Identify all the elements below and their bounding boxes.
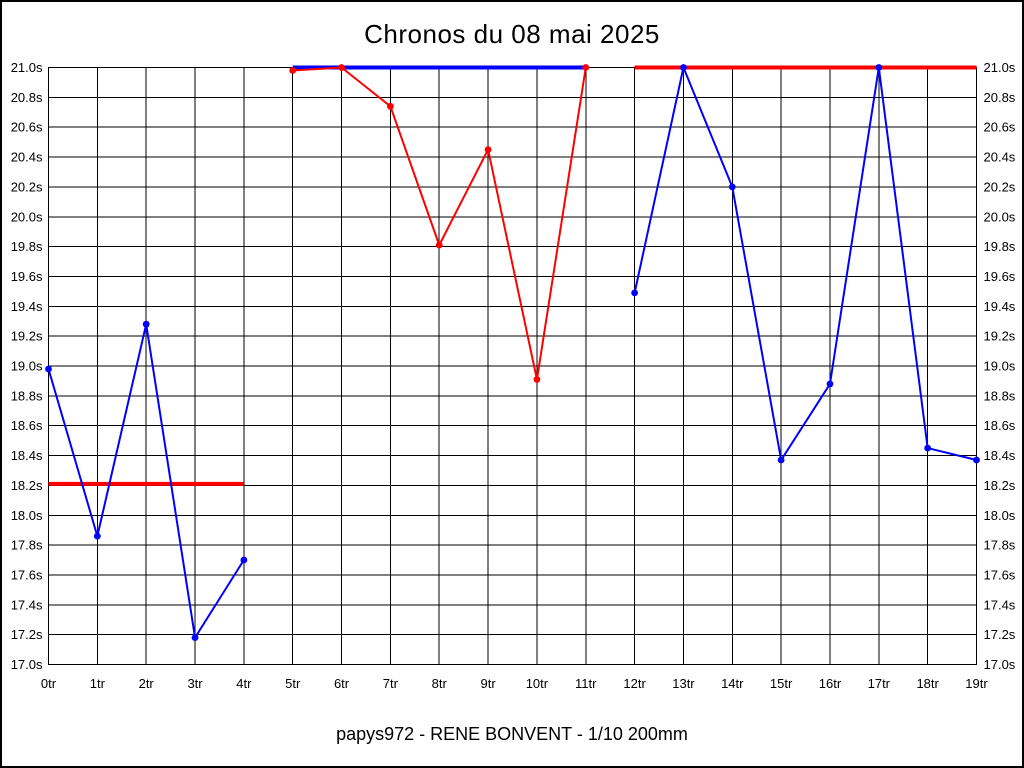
y-tick-label-right: 17.4s (984, 597, 1016, 612)
x-tick-label: 8tr (432, 676, 448, 691)
y-tick-label-right: 18.0s (984, 508, 1016, 523)
y-tick-label-right: 17.0s (984, 657, 1016, 672)
data-point-red-laps-5-11tr (484, 146, 492, 153)
x-tick-label: 10tr (526, 676, 549, 691)
y-tick-label-left: 18.6s (11, 418, 43, 433)
y-tick-label-left: 20.2s (11, 179, 43, 194)
y-tick-label-left: 17.8s (11, 538, 43, 553)
y-tick-label-right: 20.8s (984, 90, 1016, 105)
y-tick-label-right: 19.6s (984, 269, 1016, 284)
y-tick-label-right: 18.6s (984, 418, 1016, 433)
y-tick-label-left: 20.0s (11, 209, 43, 224)
data-point-blue-laps-0-4tr (240, 556, 248, 564)
y-tick-label-right: 19.8s (984, 239, 1016, 254)
y-tick-label-right: 19.0s (984, 359, 1016, 374)
y-tick-label-right: 18.4s (984, 448, 1016, 463)
y-tick-label-left: 19.0s (11, 359, 43, 374)
x-tick-label: 3tr (187, 676, 203, 691)
y-tick-label-left: 19.2s (11, 329, 43, 344)
x-tick-label: 16tr (819, 676, 842, 691)
y-tick-label-left: 20.6s (11, 120, 43, 135)
x-tick-label: 14tr (721, 676, 744, 691)
data-point-blue-laps-0-4tr (191, 634, 199, 642)
x-tick-label: 6tr (334, 676, 350, 691)
chart-title: Chronos du 08 mai 2025 (364, 19, 660, 49)
y-tick-label-left: 18.0s (11, 508, 43, 523)
y-tick-label-right: 17.2s (984, 627, 1016, 642)
data-point-red-laps-5-11tr (338, 64, 345, 71)
data-point-red-laps-5-11tr (289, 67, 297, 74)
y-tick-label-right: 20.0s (984, 209, 1016, 224)
y-tick-label-left: 17.4s (11, 597, 43, 612)
y-tick-label-right: 18.2s (984, 478, 1016, 493)
data-point-blue-laps-12-19tr (924, 444, 932, 452)
y-tick-label-right: 21.0s (984, 60, 1016, 75)
y-tick-label-left: 19.6s (11, 269, 43, 284)
data-point-blue-laps-12-19tr (728, 183, 736, 191)
y-tick-label-right: 18.8s (984, 388, 1016, 403)
y-tick-label-left: 19.4s (11, 299, 43, 314)
data-point-blue-laps-0-4tr (45, 365, 52, 373)
data-point-red-laps-5-11tr (386, 102, 394, 110)
y-tick-label-left: 19.8s (11, 239, 43, 254)
x-tick-label: 5tr (285, 676, 301, 691)
data-point-blue-laps-12-19tr (680, 64, 687, 71)
data-point-blue-laps-12-19tr (631, 289, 639, 297)
x-tick-label: 1tr (90, 676, 106, 691)
x-tick-label: 18tr (916, 676, 939, 691)
x-tick-label: 0tr (41, 676, 57, 691)
data-point-red-laps-5-11tr (582, 64, 590, 71)
x-tick-label: 2tr (139, 676, 155, 691)
x-tick-label: 17tr (868, 676, 891, 691)
x-tick-label: 7tr (383, 676, 399, 691)
y-tick-label-right: 19.2s (984, 329, 1016, 344)
y-tick-label-left: 17.2s (11, 627, 43, 642)
y-tick-label-left: 18.2s (11, 478, 43, 493)
y-tick-label-left: 18.8s (11, 388, 43, 403)
y-tick-label-right: 20.4s (984, 150, 1016, 165)
x-tick-label: 11tr (575, 676, 597, 691)
y-tick-label-right: 20.6s (984, 120, 1016, 135)
data-point-blue-laps-12-19tr (973, 456, 980, 464)
x-tick-label: 9tr (480, 676, 496, 691)
y-tick-label-left: 18.4s (11, 448, 43, 463)
x-tick-label: 4tr (236, 676, 252, 691)
y-tick-label-left: 20.8s (11, 90, 43, 105)
y-tick-label-left: 17.6s (11, 567, 43, 582)
y-tick-label-left: 20.4s (11, 150, 43, 165)
y-tick-label-right: 17.8s (984, 538, 1016, 553)
data-point-red-laps-5-11tr (435, 241, 443, 249)
y-tick-label-right: 17.6s (984, 567, 1016, 582)
data-point-blue-laps-0-4tr (93, 532, 101, 540)
data-point-red-laps-5-11tr (533, 376, 541, 383)
y-tick-label-right: 19.4s (984, 299, 1016, 314)
data-point-blue-laps-12-19tr (875, 64, 883, 71)
x-tick-label: 13tr (672, 676, 695, 691)
y-tick-label-left: 21.0s (11, 60, 43, 75)
x-tick-label: 12tr (623, 676, 646, 691)
data-point-blue-laps-12-19tr (826, 380, 834, 388)
chart-caption: papys972 - RENE BONVENT - 1/10 200mm (336, 724, 688, 744)
x-tick-label: 15tr (770, 676, 793, 691)
y-tick-label-right: 20.2s (984, 179, 1016, 194)
data-point-blue-laps-12-19tr (777, 456, 785, 464)
y-tick-label-left: 17.0s (11, 657, 43, 672)
data-point-blue-laps-0-4tr (142, 320, 150, 328)
series-line-blue-laps-12-19tr (633, 66, 977, 462)
x-tick-label: 19tr (965, 676, 988, 691)
